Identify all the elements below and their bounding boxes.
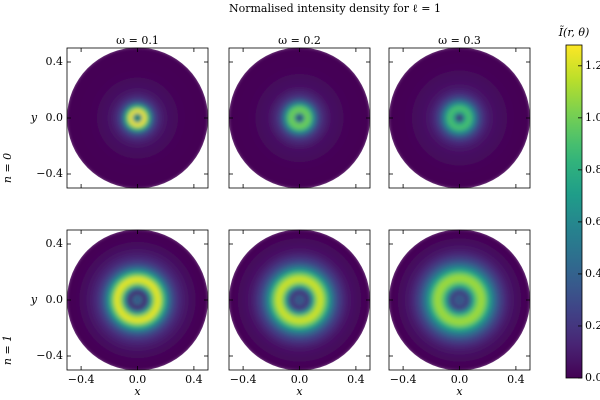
intensity-ring (135, 298, 140, 302)
panel-title: ω = 0.2 (278, 34, 321, 47)
colorbar-tick-label: 1.0 (585, 111, 600, 124)
heatmap (229, 47, 370, 189)
row-label: n = 0 (1, 153, 14, 183)
y-tick-label: −0.4 (36, 167, 63, 180)
heatmap (67, 47, 208, 189)
colorbar-tick-label: 0.4 (585, 267, 600, 280)
x-tick-label: −0.4 (68, 373, 95, 386)
heatmap (389, 47, 530, 189)
colorbar-tick-label: 0.8 (585, 163, 600, 176)
heatmap-rings (67, 47, 208, 189)
heatmap-rings (389, 229, 530, 371)
y-tick-label: 0.0 (46, 293, 64, 306)
x-tick-label: −0.4 (390, 373, 417, 386)
x-axis-label: x (296, 385, 303, 398)
x-tick-label: −0.4 (230, 373, 257, 386)
intensity-ring (297, 116, 302, 120)
chart-title: Normalised intensity density for ℓ = 1 (229, 2, 441, 15)
colorbar (565, 44, 583, 379)
colorbar-tick-label: 0.0 (585, 371, 600, 384)
y-tick-label: 0.4 (46, 55, 64, 68)
y-tick-label: 0.0 (46, 111, 64, 124)
y-tick-label: 0.4 (46, 237, 64, 250)
x-tick-label: 0.0 (451, 373, 469, 386)
heatmap (229, 229, 370, 371)
heatmap-rings (229, 47, 370, 189)
intensity-ring (135, 116, 140, 120)
y-tick-label: −0.4 (36, 349, 63, 362)
intensity-ring (457, 116, 462, 120)
x-tick-label: 0.0 (129, 373, 147, 386)
x-tick-label: 0.0 (291, 373, 309, 386)
x-tick-label: 0.4 (185, 373, 203, 386)
x-axis-label: x (134, 385, 141, 398)
y-axis-label: y (30, 111, 38, 124)
y-axis-label: y (30, 293, 38, 306)
x-axis-label: x (456, 385, 463, 398)
colorbar-tick-label: 0.2 (585, 319, 600, 332)
heatmap-rings (229, 229, 370, 371)
heatmap (389, 229, 530, 371)
intensity-ring (457, 298, 462, 302)
heatmap-rings (67, 229, 208, 371)
heatmap (67, 229, 208, 371)
colorbar-label: Ĩ(r, θ) (558, 25, 590, 39)
heatmap-rings (389, 47, 530, 189)
panel-title: ω = 0.3 (438, 34, 481, 47)
colorbar-tick-label: 0.6 (585, 215, 600, 228)
row-label: n = 1 (1, 335, 14, 365)
panel-title: ω = 0.1 (116, 34, 159, 47)
x-tick-label: 0.4 (347, 373, 365, 386)
intensity-ring (297, 298, 302, 302)
colorbar-tick-label: 1.2 (585, 59, 600, 72)
x-tick-label: 0.4 (507, 373, 525, 386)
